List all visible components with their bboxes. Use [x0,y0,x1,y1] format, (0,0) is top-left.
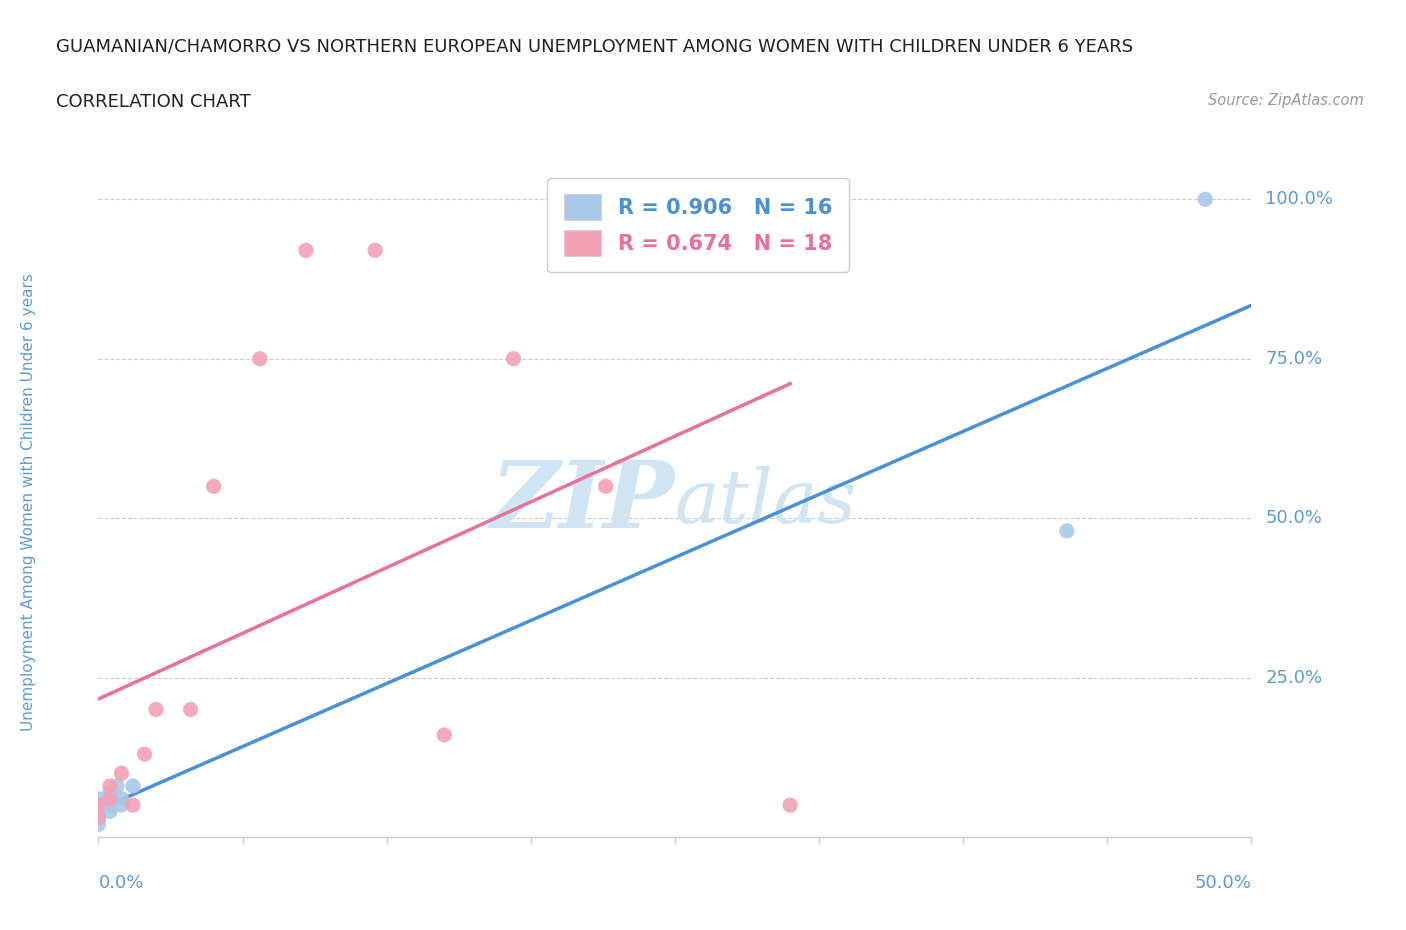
Text: Source: ZipAtlas.com: Source: ZipAtlas.com [1208,93,1364,108]
Text: ZIP: ZIP [491,458,675,547]
Point [98,778,121,793]
Point [98,798,121,813]
Text: 50.0%: 50.0% [1195,874,1251,892]
Point [87,798,110,813]
Point [249,352,271,366]
Point [502,352,524,366]
Point [87,810,110,825]
Point [110,765,132,780]
Point [105,778,128,793]
Point [779,798,801,813]
Text: 25.0%: 25.0% [1265,669,1323,686]
Point [202,479,225,494]
Point [1194,192,1216,206]
Text: atlas: atlas [675,466,858,538]
Point [87,804,110,819]
Text: CORRELATION CHART: CORRELATION CHART [56,93,252,111]
Point [180,702,202,717]
Point [364,243,387,258]
Point [145,702,167,717]
Point [98,791,121,806]
Point [87,798,110,813]
Point [87,791,110,806]
Point [122,798,145,813]
Point [87,810,110,825]
Point [122,778,145,793]
Point [110,791,132,806]
Text: 100.0%: 100.0% [1265,191,1333,208]
Point [433,727,456,742]
Point [595,479,617,494]
Point [664,256,686,271]
Point [134,747,156,762]
Point [87,804,110,819]
Text: 0.0%: 0.0% [98,874,143,892]
Point [87,817,110,831]
Text: GUAMANIAN/CHAMORRO VS NORTHERN EUROPEAN UNEMPLOYMENT AMONG WOMEN WITH CHILDREN U: GUAMANIAN/CHAMORRO VS NORTHERN EUROPEAN … [56,37,1133,55]
Point [98,791,121,806]
Point [98,804,121,819]
Point [110,798,132,813]
Legend: R = 0.906   N = 16, R = 0.674   N = 18: R = 0.906 N = 16, R = 0.674 N = 18 [547,178,849,272]
Text: 50.0%: 50.0% [1265,509,1322,527]
Point [295,243,318,258]
Text: 75.0%: 75.0% [1265,350,1323,367]
Point [1056,524,1078,538]
Text: Unemployment Among Women with Children Under 6 years: Unemployment Among Women with Children U… [21,273,35,731]
Point [98,785,121,800]
